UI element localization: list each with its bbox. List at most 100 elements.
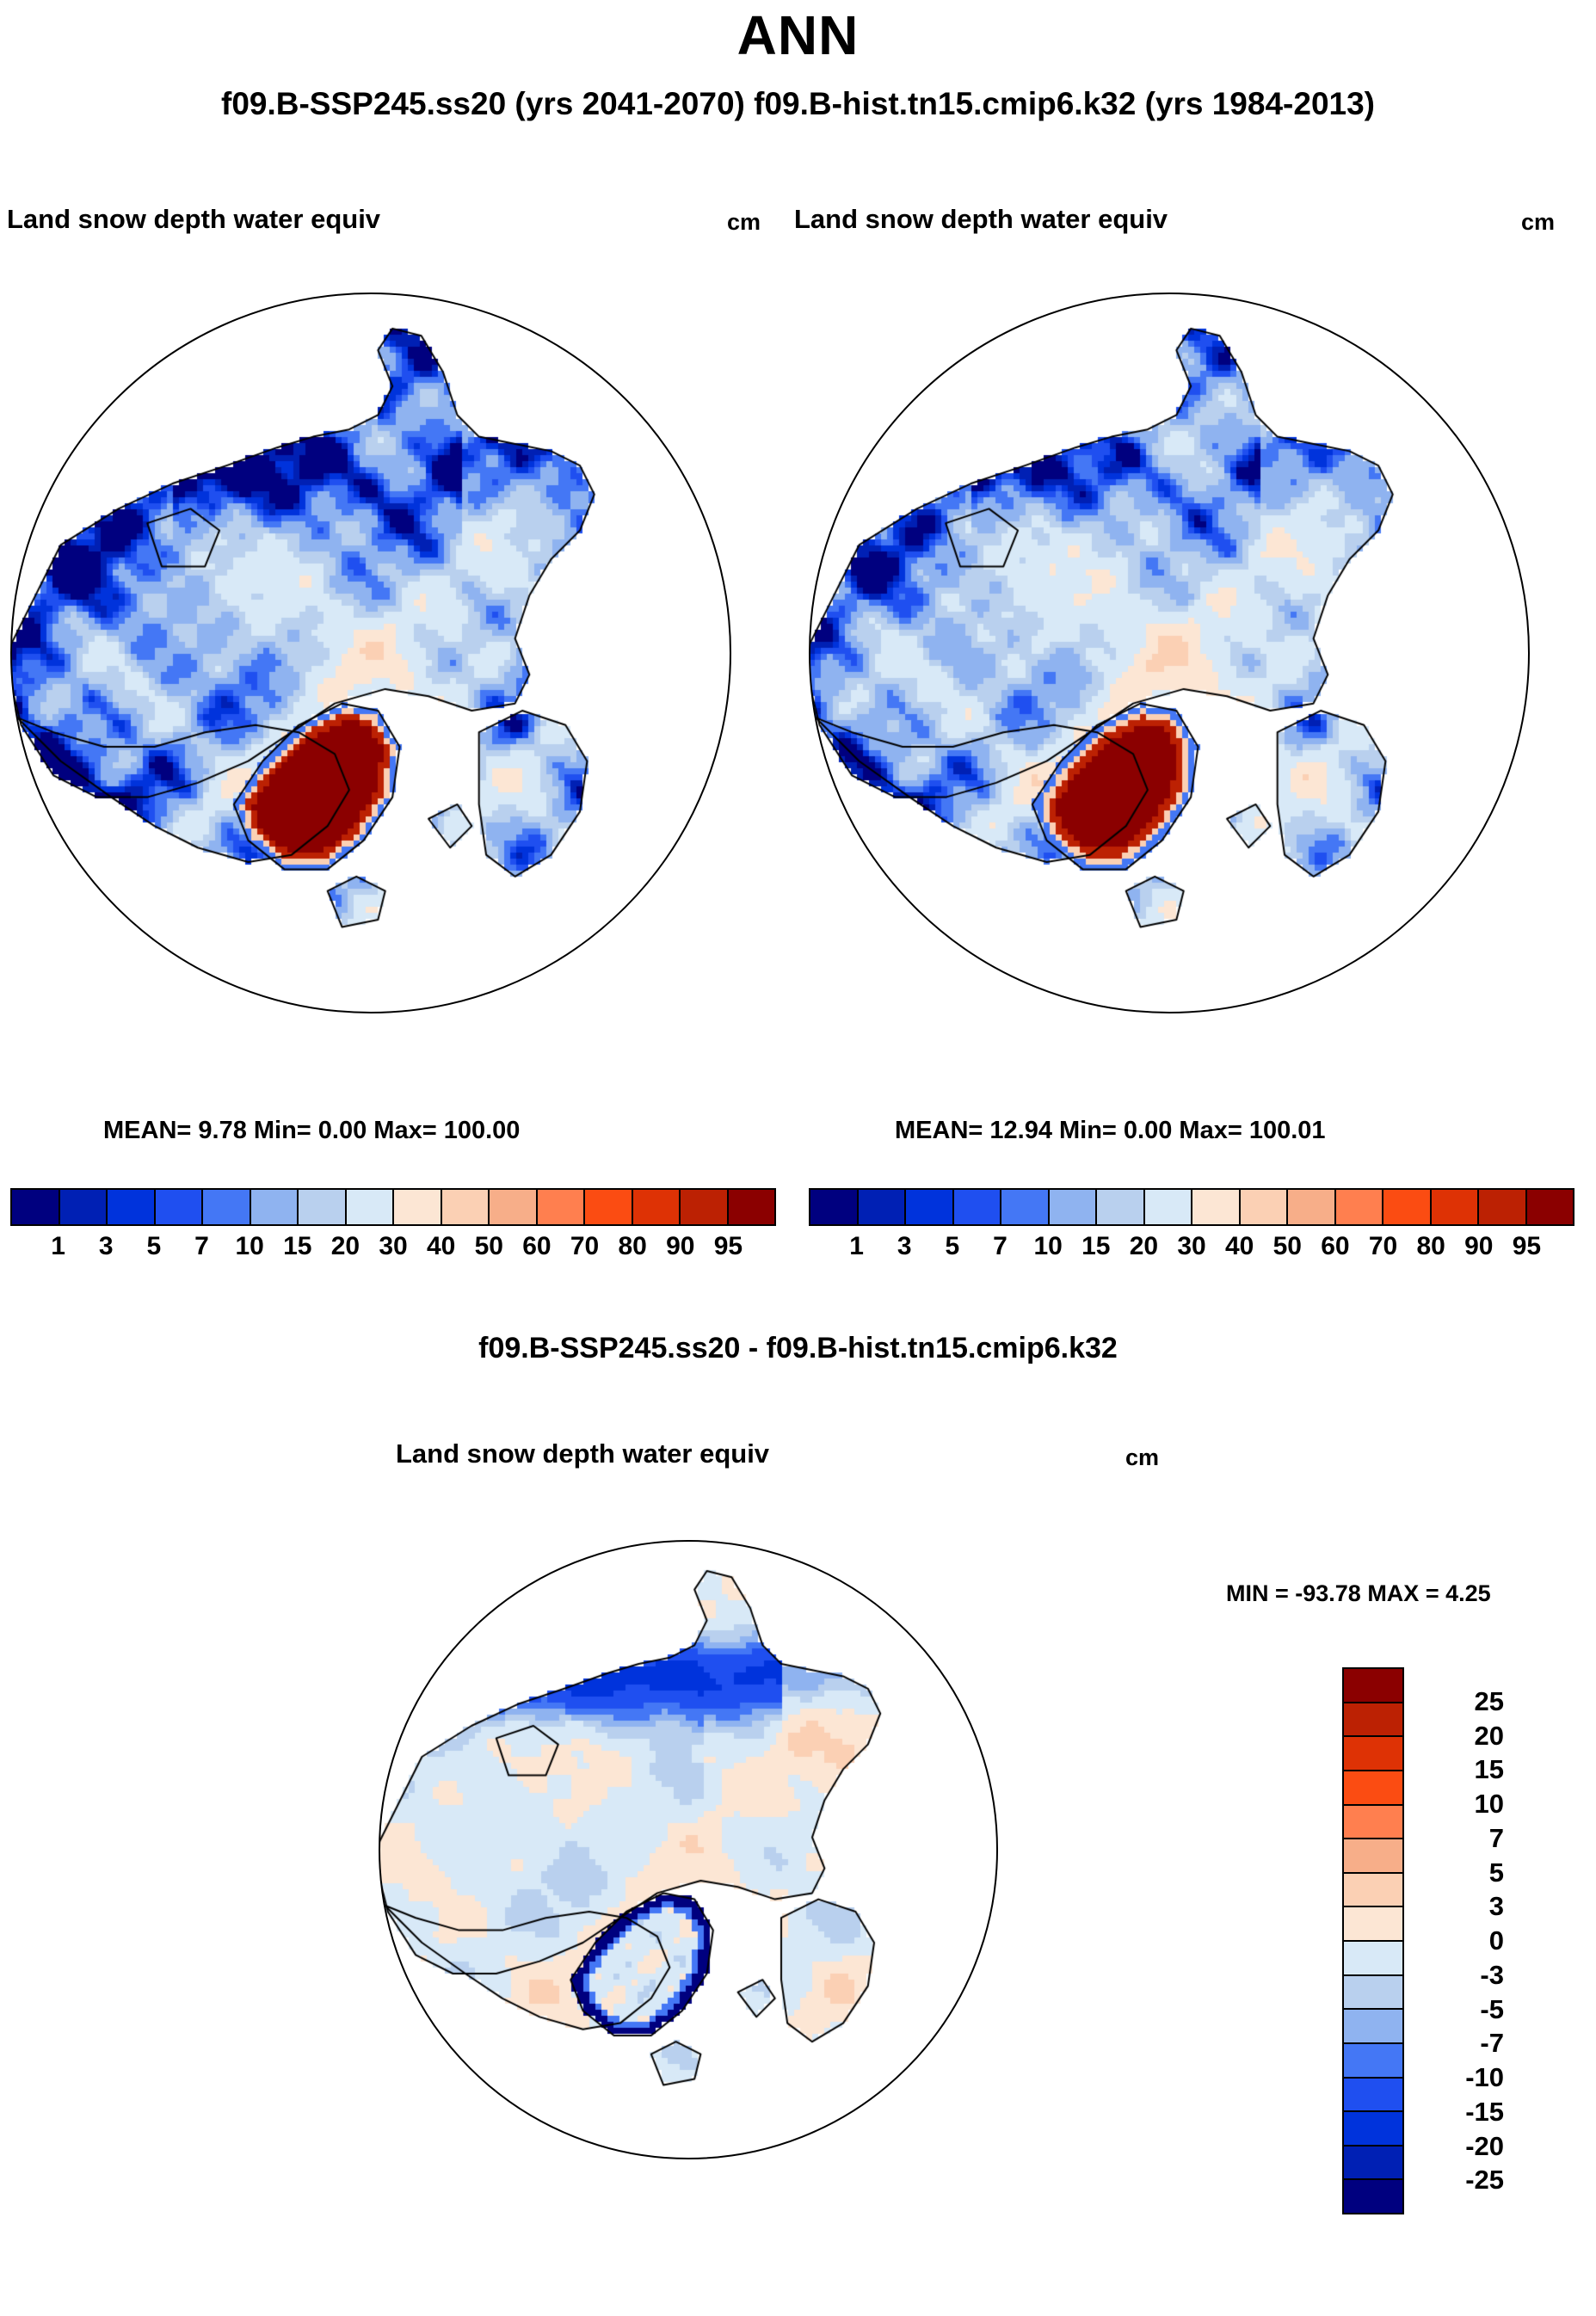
colorbar-tick-label: 90 <box>1464 1232 1494 1260</box>
colorbar-right-horizontal[interactable] <box>809 1188 1574 1226</box>
case-subtitle: f09.B-SSP245.ss20 (yrs 2041-2070) f09.B-… <box>221 86 1375 121</box>
colorbar-cell <box>585 1190 633 1224</box>
right-panel-units-label: cm <box>1521 209 1556 235</box>
colorbar-cell <box>299 1190 347 1224</box>
colorbar-tick-label: 30 <box>379 1232 408 1260</box>
colorbar-cell <box>681 1190 729 1224</box>
colorbar-cell <box>1344 2112 1402 2147</box>
colorbar-tick-label: 40 <box>426 1232 456 1260</box>
right-panel-variable-label: Land snow depth water equiv <box>794 204 1168 234</box>
diff-panel-variable-label: Land snow depth water equiv <box>396 1438 770 1469</box>
colorbar-cell <box>1344 1805 1402 1840</box>
colorbar-tick-label: 7 <box>993 1232 1008 1260</box>
left-panel-stats: MEAN= 9.78 Min= 0.00 Max= 100.00 <box>103 1117 521 1144</box>
colorbar-tick-label: 5 <box>1488 1857 1504 1888</box>
colorbar-tick-label: 95 <box>1512 1232 1542 1260</box>
colorbar-tick-label: 70 <box>570 1232 600 1260</box>
colorbar-cell <box>1344 2078 1402 2113</box>
colorbar-cell <box>1344 1942 1402 1976</box>
colorbar-cell <box>1344 2010 1402 2044</box>
right-panel-stats: MEAN= 12.94 Min= 0.00 Max= 100.01 <box>895 1117 1326 1144</box>
colorbar-tick-label: 3 <box>98 1232 114 1260</box>
colorbar-tick-label: 1 <box>849 1232 864 1260</box>
colorbar-tick-label: 10 <box>1474 1789 1504 1819</box>
colorbar-cell <box>1344 2043 1402 2079</box>
colorbar-cell <box>810 1190 859 1224</box>
colorbar-left-horizontal[interactable] <box>10 1188 776 1226</box>
colorbar-tick-label: 5 <box>146 1232 162 1260</box>
map-canvas <box>10 293 731 1013</box>
colorbar-tick-label: 3 <box>1488 1891 1504 1922</box>
colorbar-cell <box>441 1190 490 1224</box>
diff-panel-minmax: MIN = -93.78 MAX = 4.25 <box>1226 1580 1491 1606</box>
colorbar-cell <box>250 1190 299 1224</box>
colorbar-tick-label: 7 <box>194 1232 209 1260</box>
colorbar-cell <box>1097 1190 1145 1224</box>
colorbar-difference-vertical[interactable] <box>1342 1667 1404 2214</box>
colorbar-cell <box>537 1190 585 1224</box>
map-right-historical[interactable] <box>809 293 1530 1013</box>
colorbar-tick-label: 80 <box>618 1232 647 1260</box>
colorbar-tick-label: 15 <box>283 1232 312 1260</box>
colorbar-right-ticks: 1 3 5 7 10 15 20 30 40 50 60 70 80 90 95 <box>809 1232 1574 1266</box>
colorbar-cell <box>1144 1190 1192 1224</box>
colorbar-cell <box>1344 1907 1402 1942</box>
colorbar-tick-label: 60 <box>1321 1232 1350 1260</box>
colorbar-cell <box>1335 1190 1383 1224</box>
colorbar-cell <box>1479 1190 1527 1224</box>
colorbar-tick-label: 30 <box>1177 1232 1206 1260</box>
colorbar-tick-label: -20 <box>1465 2130 1504 2161</box>
colorbar-cell <box>1344 1873 1402 1908</box>
colorbar-tick-label: 7 <box>1488 1822 1504 1853</box>
colorbar-cell <box>1526 1190 1573 1224</box>
page-title: ANN <box>736 4 860 66</box>
colorbar-cell <box>906 1190 954 1224</box>
colorbar-tick-label: 15 <box>1081 1232 1111 1260</box>
colorbar-tick-label: 5 <box>945 1232 960 1260</box>
map-left-ssp245[interactable] <box>10 293 731 1013</box>
colorbar-tick-label: -15 <box>1465 2096 1504 2127</box>
map-canvas <box>379 1540 998 2159</box>
colorbar-cell <box>346 1190 394 1224</box>
colorbar-cell <box>1240 1190 1288 1224</box>
colorbar-tick-label: 10 <box>235 1232 264 1260</box>
colorbar-cell <box>1001 1190 1050 1224</box>
difference-title: f09.B-SSP245.ss20 - f09.B-hist.tn15.cmip… <box>478 1332 1118 1364</box>
colorbar-cell <box>1344 1737 1402 1771</box>
colorbar-cell <box>1344 2146 1402 2181</box>
colorbar-tick-label: 50 <box>1272 1232 1302 1260</box>
colorbar-cell <box>1344 1839 1402 1874</box>
colorbar-tick-label: 20 <box>1474 1720 1504 1751</box>
colorbar-cell <box>953 1190 1001 1224</box>
colorbar-tick-label: -5 <box>1480 1993 1504 2024</box>
colorbar-cell <box>1344 1703 1402 1738</box>
map-difference[interactable] <box>379 1540 998 2159</box>
colorbar-cell <box>1344 1975 1402 2011</box>
colorbar-tick-label: 80 <box>1416 1232 1445 1260</box>
colorbar-tick-label: 3 <box>897 1232 912 1260</box>
colorbar-cell <box>858 1190 906 1224</box>
colorbar-tick-label: 40 <box>1224 1232 1254 1260</box>
colorbar-tick-label: 1 <box>51 1232 65 1260</box>
map-canvas <box>809 293 1530 1013</box>
colorbar-cell <box>12 1190 60 1224</box>
colorbar-cell <box>1344 1771 1402 1806</box>
colorbar-tick-label: 20 <box>1129 1232 1159 1260</box>
colorbar-tick-label: 70 <box>1368 1232 1398 1260</box>
colorbar-tick-label: 95 <box>713 1232 743 1260</box>
colorbar-cell <box>1288 1190 1336 1224</box>
colorbar-cell <box>1192 1190 1241 1224</box>
colorbar-tick-label: 90 <box>666 1232 695 1260</box>
colorbar-cell <box>394 1190 442 1224</box>
colorbar-tick-label: -3 <box>1480 1959 1504 1990</box>
colorbar-tick-label: -25 <box>1465 2165 1504 2196</box>
colorbar-cell <box>490 1190 538 1224</box>
colorbar-tick-label: -7 <box>1480 2028 1504 2059</box>
colorbar-tick-label: 50 <box>474 1232 503 1260</box>
colorbar-difference-ticks: 25 20 15 10 7 5 3 0 -3 -5 -7 -10 -15 -20 -25 <box>1418 1667 1521 2214</box>
colorbar-tick-label: 15 <box>1474 1754 1504 1785</box>
colorbar-cell <box>1344 2180 1402 2213</box>
colorbar-tick-label: 0 <box>1488 1925 1504 1956</box>
left-panel-variable-label: Land snow depth water equiv <box>7 204 381 234</box>
colorbar-cell <box>203 1190 251 1224</box>
